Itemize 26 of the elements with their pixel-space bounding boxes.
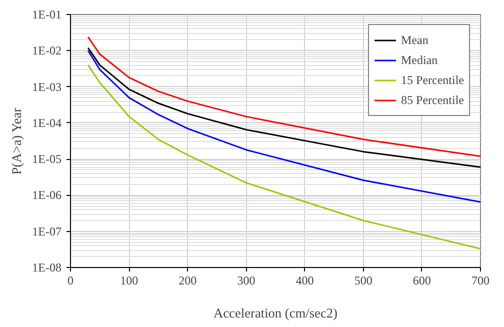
- y-tick-label: 1E-08: [32, 260, 62, 274]
- x-tick-label: 600: [412, 274, 431, 288]
- y-axis-title: P(A>a) Year: [9, 107, 24, 175]
- line-series: [87, 47, 480, 168]
- x-tick-label: 200: [178, 274, 197, 288]
- line-series: [87, 50, 480, 203]
- y-tick-label: 1E-04: [32, 116, 62, 130]
- legend-label: 85 Percentile: [401, 92, 464, 108]
- x-tick-label: 100: [120, 274, 138, 288]
- legend-label: 15 Percentile: [401, 72, 464, 88]
- y-tick-label: 1E-01: [32, 8, 62, 22]
- y-tick-label: 1E-02: [32, 44, 62, 58]
- x-tick-label: 700: [472, 274, 490, 288]
- x-axis-title: Acceleration (cm/sec2): [214, 306, 338, 320]
- y-tick-label: 1E-06: [32, 188, 62, 202]
- legend-label: Mean: [401, 32, 428, 48]
- legend-label: Median: [401, 52, 438, 68]
- x-tick-label: 300: [237, 274, 256, 288]
- y-tick-label: 1E-03: [32, 80, 62, 94]
- line-series: [87, 64, 480, 250]
- x-tick-label: 500: [354, 274, 372, 288]
- line-series: [87, 36, 480, 157]
- y-tick-label: 1E-05: [32, 152, 62, 166]
- x-tick-label: 400: [296, 274, 314, 288]
- x-tick-label: 0: [68, 274, 74, 288]
- y-tick-label: 1E-07: [32, 224, 62, 238]
